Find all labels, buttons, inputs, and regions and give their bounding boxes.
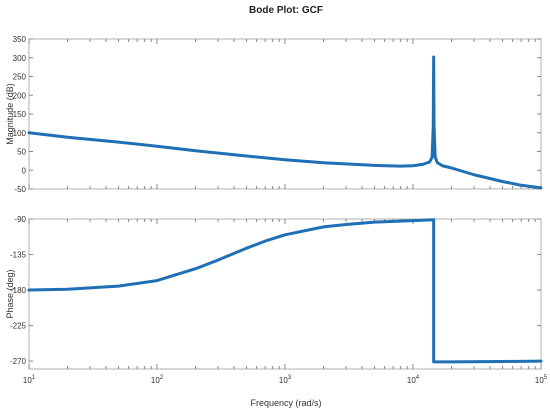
magnitude-y-ticks: -50 0 50 100 150 200 250 300 350 — [13, 35, 541, 194]
magnitude-series-line — [27, 55, 543, 190]
phase-xtick-label: 102 — [151, 375, 164, 385]
magnitude-ytick-label: 150 — [13, 110, 27, 119]
phase-ytick-label: -180 — [10, 286, 27, 295]
phase-xtick-label: 103 — [279, 375, 292, 385]
magnitude-ylabel: Magnitude (dB) — [5, 83, 15, 145]
phase-xtick-label: 104 — [407, 375, 420, 385]
phase-ylabel: Phase (deg) — [5, 269, 15, 318]
phase-ytick-label: -270 — [10, 357, 27, 366]
phase-panel: -270 -225 -180 -135 -90 101 102 103 104 105 Phas… — [5, 215, 548, 385]
phase-ytick-label: -90 — [14, 215, 26, 224]
phase-ytick-label: -135 — [10, 251, 27, 260]
magnitude-ytick-label: 350 — [13, 35, 27, 44]
magnitude-ytick-label: -50 — [14, 185, 26, 194]
phase-xlabel: Frequency (rad/s) — [250, 398, 321, 408]
magnitude-ytick-label: 100 — [13, 129, 27, 138]
magnitude-ytick-label: 50 — [17, 148, 26, 157]
magnitude-ytick-label: 300 — [13, 54, 27, 63]
chart-title: Bode Plot: GCF — [249, 5, 323, 16]
phase-xtick-label: 101 — [23, 375, 36, 385]
magnitude-panel: -50 0 50 100 150 200 250 300 350 Magnitude (dB) — [5, 35, 543, 194]
magnitude-ytick-label: 0 — [22, 166, 27, 175]
magnitude-ytick-label: 250 — [13, 73, 27, 82]
phase-series-line — [27, 218, 543, 364]
magnitude-ytick-label: 200 — [13, 91, 27, 100]
phase-ytick-label: -225 — [10, 322, 27, 331]
phase-x-ticks: 101 102 103 104 105 — [23, 219, 548, 385]
phase-xtick-label: 105 — [535, 375, 548, 385]
